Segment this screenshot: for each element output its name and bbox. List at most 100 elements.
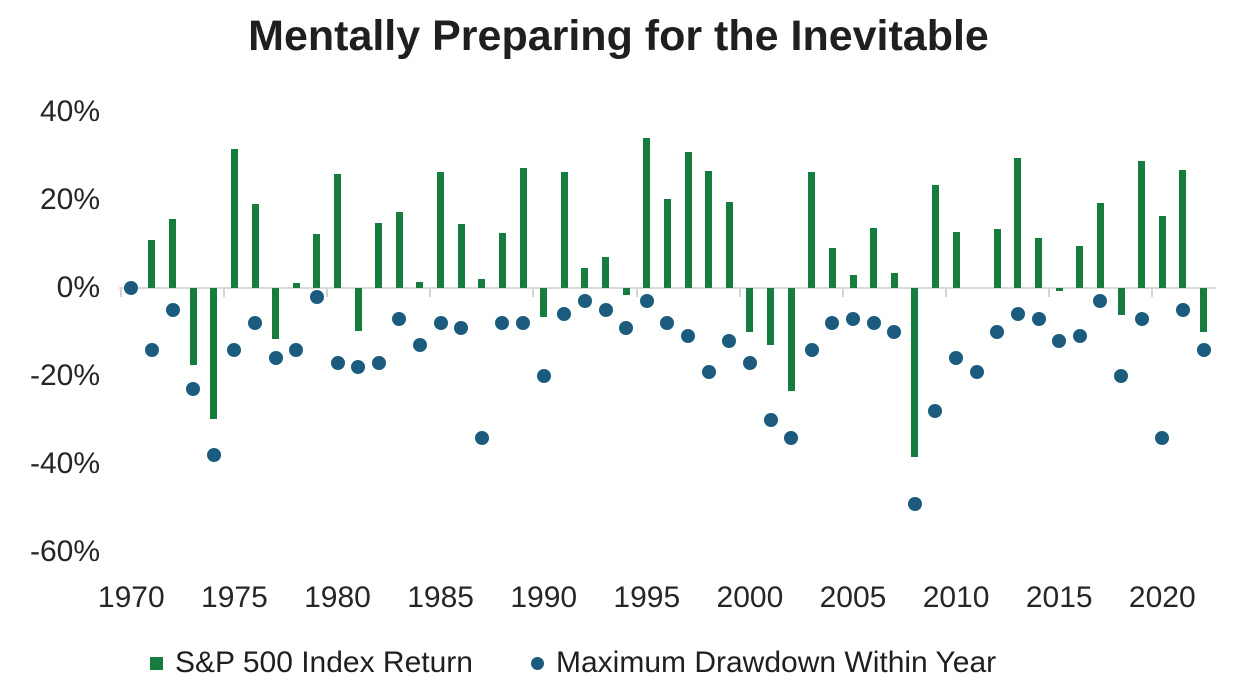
- drawdown-dot-1975: [227, 342, 242, 357]
- return-bar-1993: [602, 256, 610, 288]
- x-axis-label: 2000: [716, 581, 784, 614]
- return-bar-2017: [1096, 202, 1104, 288]
- x-axis-label: 2015: [1025, 581, 1093, 614]
- x-axis-label: 1985: [407, 581, 474, 614]
- return-bar-1994: [622, 288, 630, 295]
- x-axis-tick: [738, 288, 741, 297]
- drawdown-dot-2016: [1072, 329, 1087, 344]
- legend-label-sp500-return: S&P 500 Index Return: [175, 646, 473, 679]
- x-axis-tick: [1047, 288, 1050, 297]
- x-axis-tick: [944, 288, 947, 297]
- drawdown-dot-1982: [371, 355, 386, 370]
- legend-item-max-drawdown: Maximum Drawdown Within Year: [530, 646, 997, 680]
- drawdown-dot-2009: [928, 404, 943, 419]
- drawdown-dot-1974: [206, 448, 221, 463]
- return-bar-2019: [1138, 160, 1146, 288]
- y-axis-label: 40%: [39, 95, 100, 128]
- return-bar-2002: [787, 288, 795, 391]
- drawdown-dot-1995: [639, 294, 654, 309]
- return-bar-1996: [663, 198, 671, 288]
- drawdown-dot-2017: [1093, 294, 1108, 309]
- chart-title: Mentally Preparing for the Inevitable: [248, 12, 989, 60]
- drawdown-dot-1992: [577, 294, 592, 309]
- y-axis-label: -20%: [29, 359, 100, 392]
- drawdown-dot-1970: [124, 281, 139, 295]
- x-axis-tick: [1151, 288, 1153, 297]
- return-bar-1981: [354, 288, 362, 331]
- x-axis-tick: [532, 288, 535, 297]
- x-axis-tick: [120, 288, 122, 297]
- x-axis-zero-line: [119, 287, 1216, 289]
- return-bar-1973: [189, 288, 197, 365]
- x-axis-label: 1970: [97, 581, 165, 614]
- drawdown-dot-2011: [969, 364, 984, 379]
- return-bar-1974: [210, 288, 218, 419]
- x-axis-tick: [841, 288, 844, 297]
- drawdown-dot-1988: [495, 316, 510, 331]
- return-bar-1985: [437, 172, 445, 288]
- drawdown-dot-1994: [619, 320, 634, 335]
- drawdown-dot-1987: [474, 430, 489, 445]
- x-axis-tick: [635, 288, 638, 297]
- return-bar-1995: [643, 137, 651, 288]
- drawdown-dot-1989: [516, 316, 531, 331]
- plot-area: 40% 20% 0% -20% -40% -60% 1970 1975 1980 1985 1990…: [29, 95, 1216, 614]
- return-bar-2013: [1014, 157, 1022, 288]
- return-bar-1977: [272, 288, 280, 339]
- return-bar-2009: [931, 184, 939, 288]
- return-bar-2005: [849, 274, 857, 288]
- return-bar-1983: [395, 211, 403, 288]
- return-bar-1975: [230, 149, 238, 288]
- y-axis-label: 20%: [39, 183, 100, 216]
- return-bar-1991: [560, 172, 568, 288]
- drawdown-dot-2002: [784, 430, 799, 445]
- legend-label-max-drawdown: Maximum Drawdown Within Year: [555, 646, 997, 679]
- return-bar-2016: [1076, 246, 1084, 288]
- return-bar-2020: [1158, 216, 1166, 288]
- drawdown-dot-1977: [268, 351, 283, 366]
- drawdown-dot-2014: [1031, 311, 1046, 326]
- drawdown-dot-1998: [701, 364, 716, 379]
- return-bar-1982: [375, 222, 383, 288]
- drawdown-dot-2010: [949, 351, 964, 366]
- drawdown-dot-1978: [289, 342, 304, 357]
- drawdown-dot-2022: [1196, 342, 1211, 357]
- return-bar-1989: [519, 167, 527, 288]
- x-axis-tick: [223, 288, 226, 297]
- x-axis-label: 1975: [201, 581, 268, 614]
- drawdown-dot-1976: [248, 316, 263, 331]
- x-axis-label: 2010: [922, 581, 990, 614]
- return-bar-2022: [1200, 288, 1208, 332]
- drawdown-dot-1972: [165, 303, 180, 317]
- drawdown-dot-1991: [557, 307, 572, 322]
- drawdown-dot-2019: [1134, 311, 1149, 326]
- return-bar-2006: [870, 228, 878, 288]
- return-bar-1999: [725, 202, 733, 288]
- return-bar-1979: [313, 233, 321, 288]
- drawdown-dot-1996: [660, 316, 675, 331]
- return-bar-1988: [498, 233, 506, 288]
- drawdown-dot-1983: [392, 311, 407, 326]
- return-bar-2015: [1055, 288, 1063, 292]
- drawdown-dot-2007: [887, 325, 902, 339]
- drawdown-dot-1986: [454, 320, 469, 335]
- return-bar-1990: [540, 288, 548, 318]
- return-bar-2001: [767, 288, 775, 346]
- drawdown-dot-1990: [536, 369, 551, 383]
- x-axis-label: 1995: [613, 581, 681, 614]
- drawdown-dot-2006: [866, 316, 881, 331]
- return-bar-1978: [292, 283, 300, 288]
- legend-square-icon: [150, 656, 163, 670]
- legend-item-sp500-return: S&P 500 Index Return: [150, 646, 473, 680]
- drawdown-dot-1971: [144, 342, 159, 357]
- drawdown-dot-1973: [186, 382, 201, 397]
- return-bar-2014: [1035, 237, 1043, 288]
- return-bar-1986: [457, 223, 465, 288]
- x-axis-tick: [326, 288, 329, 297]
- return-bar-1976: [251, 203, 259, 288]
- legend: S&P 500 Index Return Maximum Drawdown Wi…: [150, 646, 996, 680]
- return-bar-1987: [478, 279, 486, 288]
- y-axis-label: -60%: [29, 535, 100, 568]
- x-axis-label: 1990: [510, 581, 578, 614]
- drawdown-dot-1999: [722, 333, 737, 348]
